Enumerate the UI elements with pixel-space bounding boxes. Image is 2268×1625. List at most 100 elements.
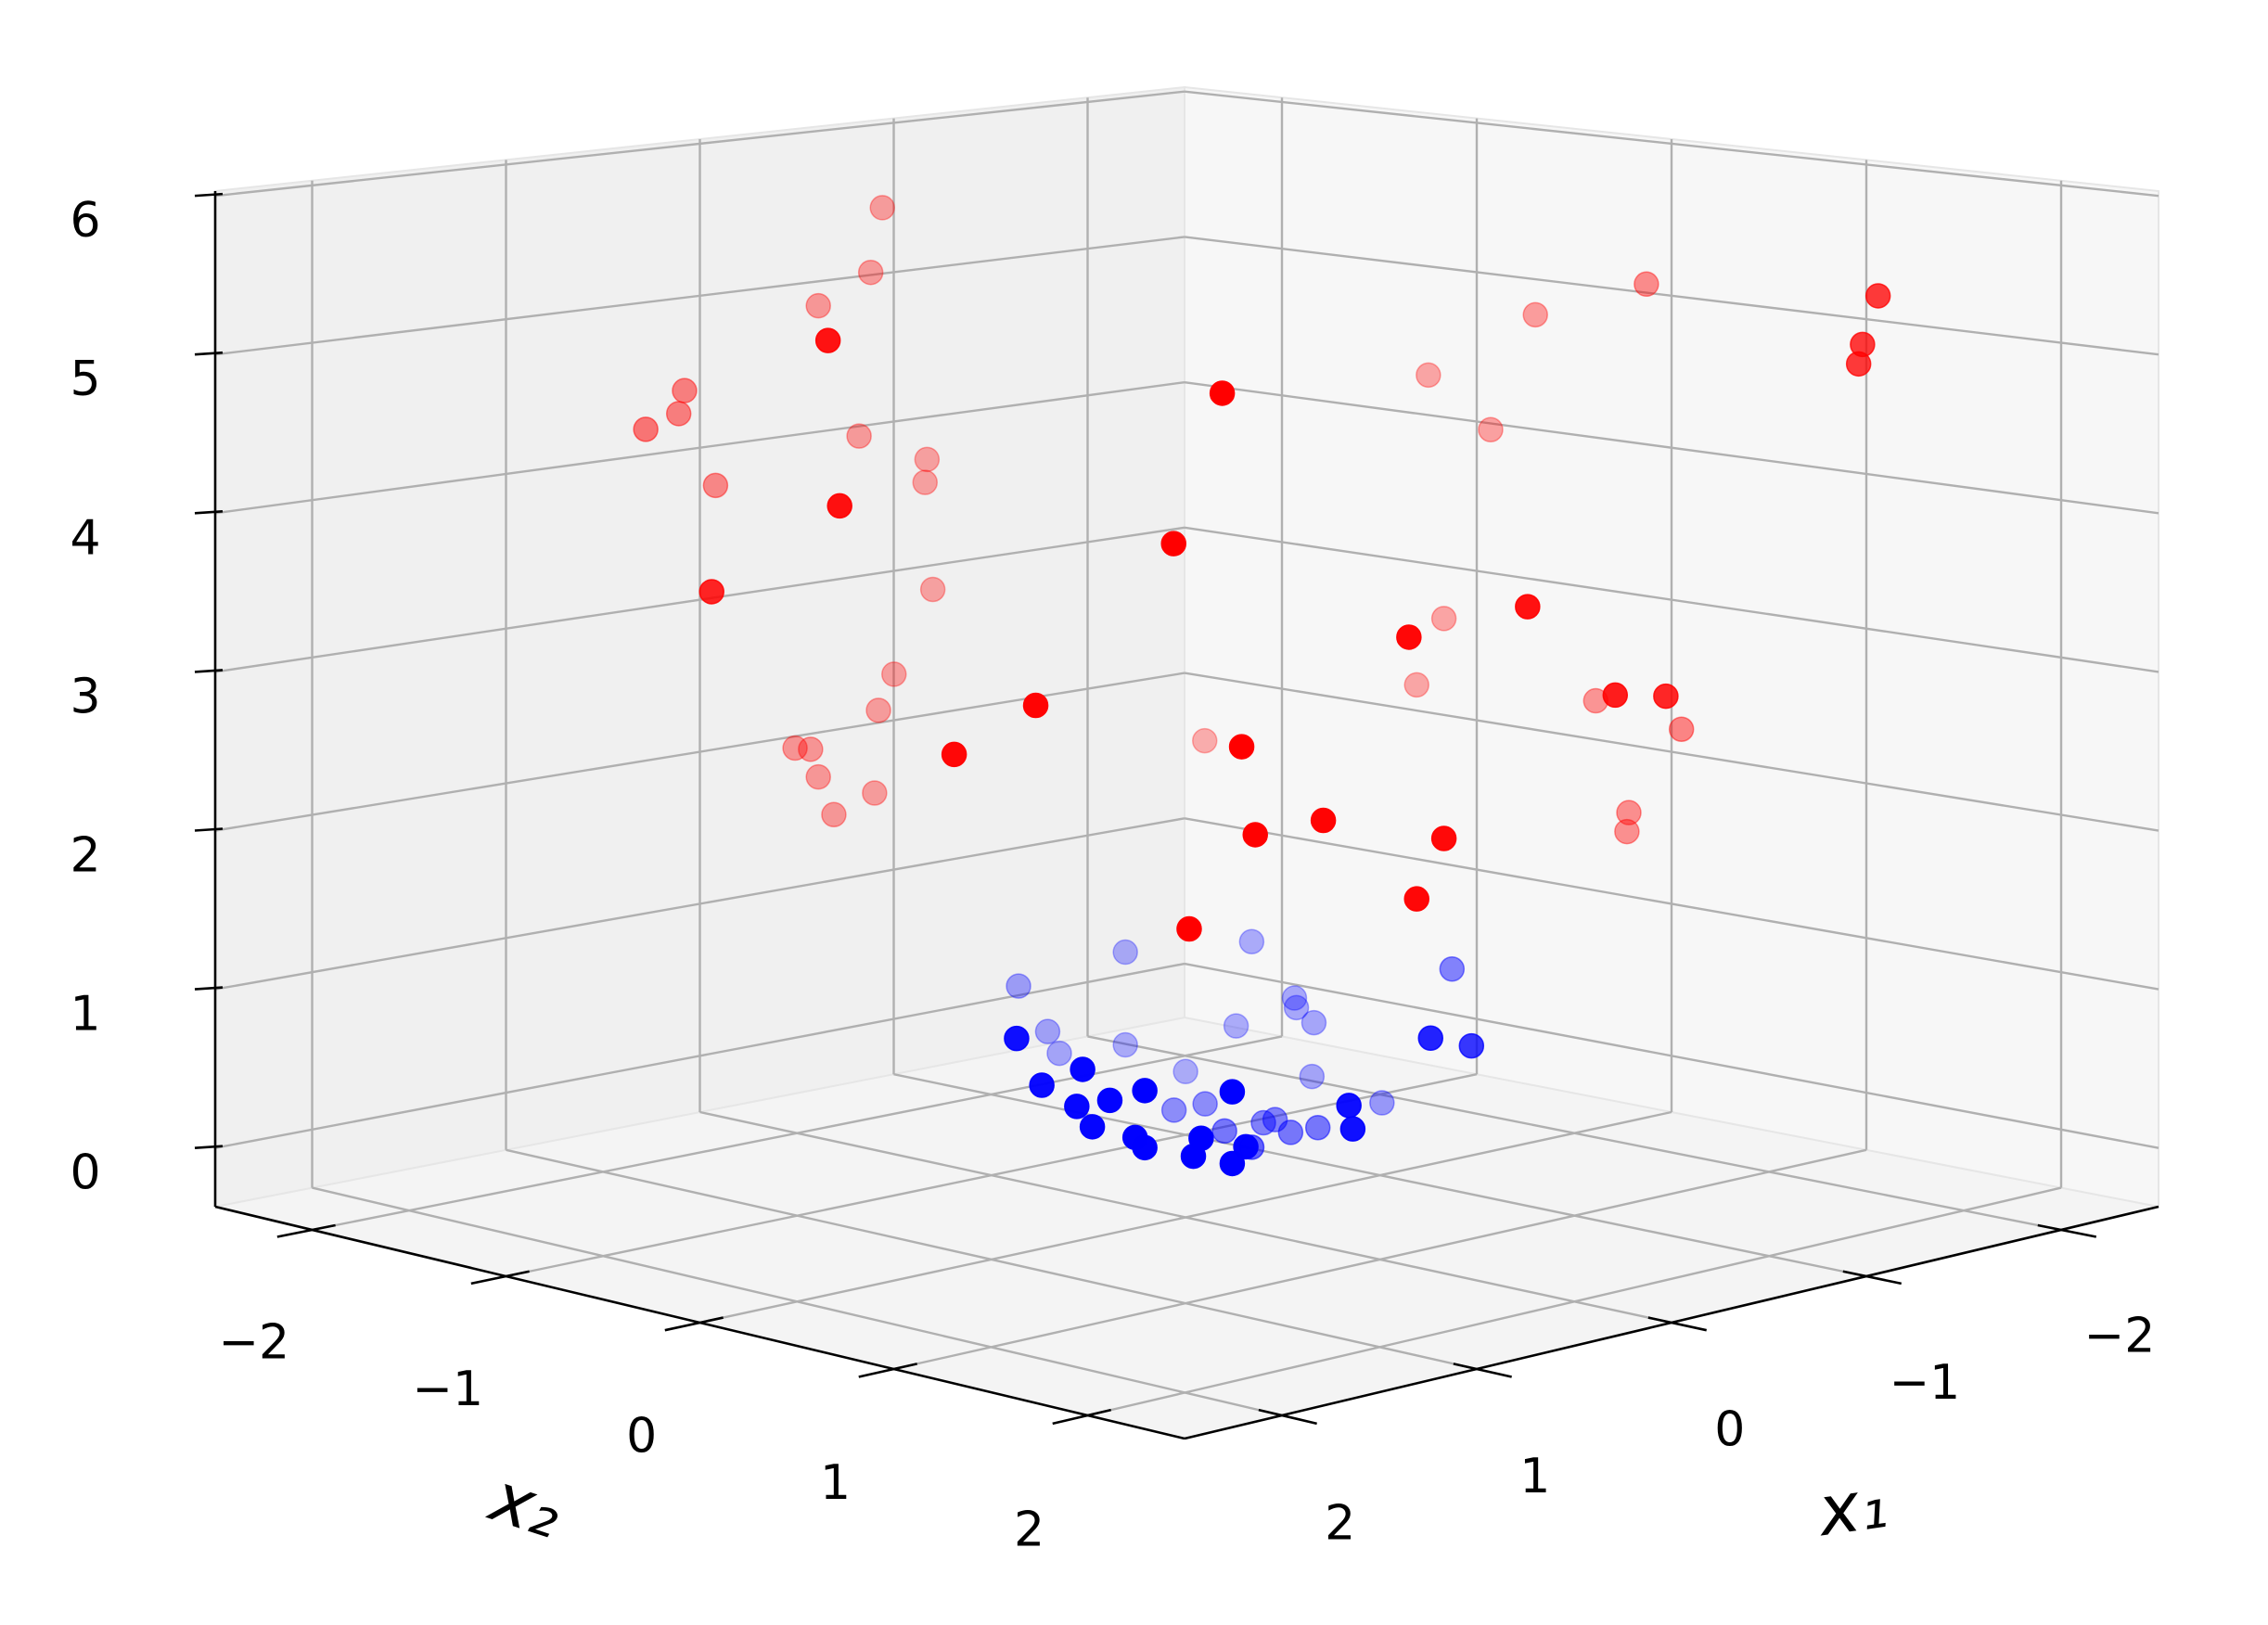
point [1034,1018,1061,1044]
point [1112,939,1138,966]
grid-line [214,817,1185,991]
grid-line [1184,236,2159,356]
x-tick-label: −2 [2084,1309,2156,1364]
point [912,469,939,495]
point [1616,800,1642,825]
y-tick [1052,1408,1111,1426]
grid-line [1087,1186,2062,1417]
grid-line [214,90,1185,198]
point [1614,818,1640,845]
point [1283,994,1310,1021]
point [862,780,888,806]
point [1112,1031,1138,1058]
point [1160,1097,1187,1123]
y-tick-label: −2 [218,1315,289,1371]
z-tick [194,669,224,673]
x-tick [1842,1270,1903,1286]
point [1310,807,1337,834]
point [1070,1056,1096,1082]
point [1850,331,1876,358]
point [1064,1094,1090,1120]
y-tick [664,1316,724,1332]
point [1160,531,1186,557]
point [1132,1078,1158,1104]
point [1250,1109,1276,1136]
point [1299,1063,1326,1090]
point [1277,1120,1304,1145]
x-tick [1647,1316,1707,1332]
point [1515,594,1541,620]
point [846,423,872,449]
grid-line [312,1035,1283,1232]
grid-line [1184,672,2159,832]
grid-line [1184,526,2159,673]
grid-line [1184,962,2159,1149]
z-tick [194,192,224,198]
point [1079,1114,1106,1140]
y-tick-label: 0 [626,1409,657,1465]
point [665,401,692,427]
point [1233,1133,1259,1160]
y-tick [858,1363,917,1378]
grid-line [214,236,1185,356]
point [1522,301,1548,328]
axes [194,191,2159,1440]
x-tick [1453,1363,1512,1378]
z-tick [194,827,224,832]
point [1336,1093,1362,1119]
point [1653,683,1679,710]
grid-line [1184,817,2159,991]
grid-line [1184,90,2159,198]
point [826,493,852,519]
point [782,735,808,761]
point [805,292,831,319]
z-tick-label: 5 [70,352,100,407]
point [1417,1025,1444,1052]
point [1339,1116,1366,1142]
y-tick-label: −1 [412,1362,483,1417]
point [672,377,698,403]
x-tick [1258,1408,1317,1426]
z-tick-label: 4 [70,510,100,566]
point [919,576,946,603]
point [633,416,659,442]
z-tick-label: 0 [70,1145,100,1201]
point [1004,1025,1030,1052]
point [869,195,895,221]
point [1176,915,1202,942]
point [1022,692,1049,719]
grid [214,90,2159,1417]
point [1396,624,1422,650]
grid-line [893,1148,1867,1371]
y-axis-label: x₂ [480,1457,570,1555]
point [1006,973,1031,999]
point [821,801,847,828]
point [914,446,941,473]
z-tick-label: 3 [70,669,100,724]
point [1478,416,1504,443]
grid-line [214,380,1185,515]
point [1228,734,1255,760]
point [1864,283,1891,309]
point [1439,955,1466,982]
grid-line [214,672,1185,832]
z-tick [194,351,224,356]
point [1096,1087,1123,1114]
z-tick [194,1145,224,1149]
point [1301,1009,1327,1036]
point [1172,1058,1198,1085]
point [1238,928,1265,955]
point [1192,1091,1218,1117]
point [1281,985,1308,1011]
point [1602,682,1629,709]
point [1416,362,1442,389]
point [1403,672,1429,698]
point [1369,1090,1395,1116]
y-tick-label: 2 [1014,1503,1044,1558]
point [1046,1040,1072,1067]
point [1209,380,1236,406]
x-tick-label: −1 [1890,1355,1961,1411]
point [1223,1013,1249,1039]
